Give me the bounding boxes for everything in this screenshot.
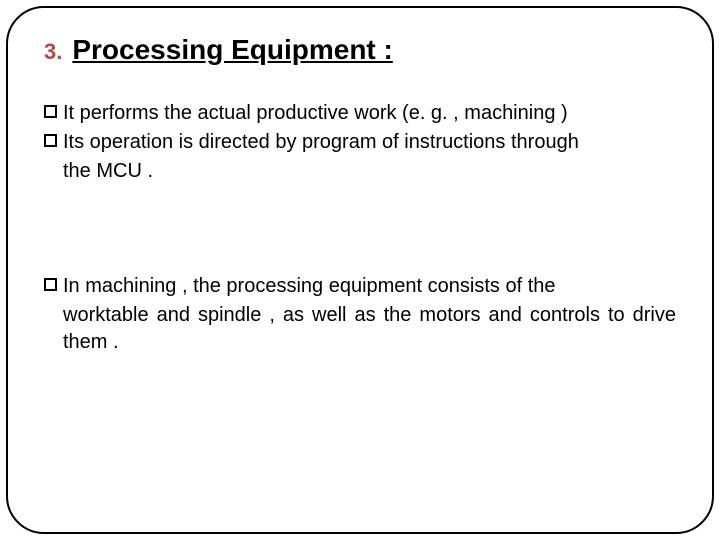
heading-number: 3. (44, 39, 62, 65)
checkbox-bullet-icon (44, 278, 57, 291)
heading-title: Processing Equipment : (72, 34, 393, 66)
bullet-item: It performs the actual productive work (… (44, 100, 676, 127)
bullet-item: In machining , the processing equipment … (44, 273, 676, 300)
bullet-group-2: In machining , the processing equipment … (44, 273, 676, 356)
bullet-group-1: It performs the actual productive work (… (44, 100, 676, 185)
bullet-continuation: the MCU . (63, 158, 676, 185)
checkbox-bullet-icon (44, 134, 57, 147)
bullet-continuation: worktable and spindle , as well as the m… (63, 302, 676, 356)
bullet-text: In machining , the processing equipment … (63, 273, 676, 300)
bullet-text: It performs the actual productive work (… (63, 100, 676, 127)
bullet-text: Its operation is directed by program of … (63, 129, 676, 156)
checkbox-bullet-icon (44, 105, 57, 118)
slide-frame: 3. Processing Equipment : It performs th… (6, 6, 714, 534)
heading-row: 3. Processing Equipment : (44, 34, 676, 66)
bullet-item: Its operation is directed by program of … (44, 129, 676, 156)
